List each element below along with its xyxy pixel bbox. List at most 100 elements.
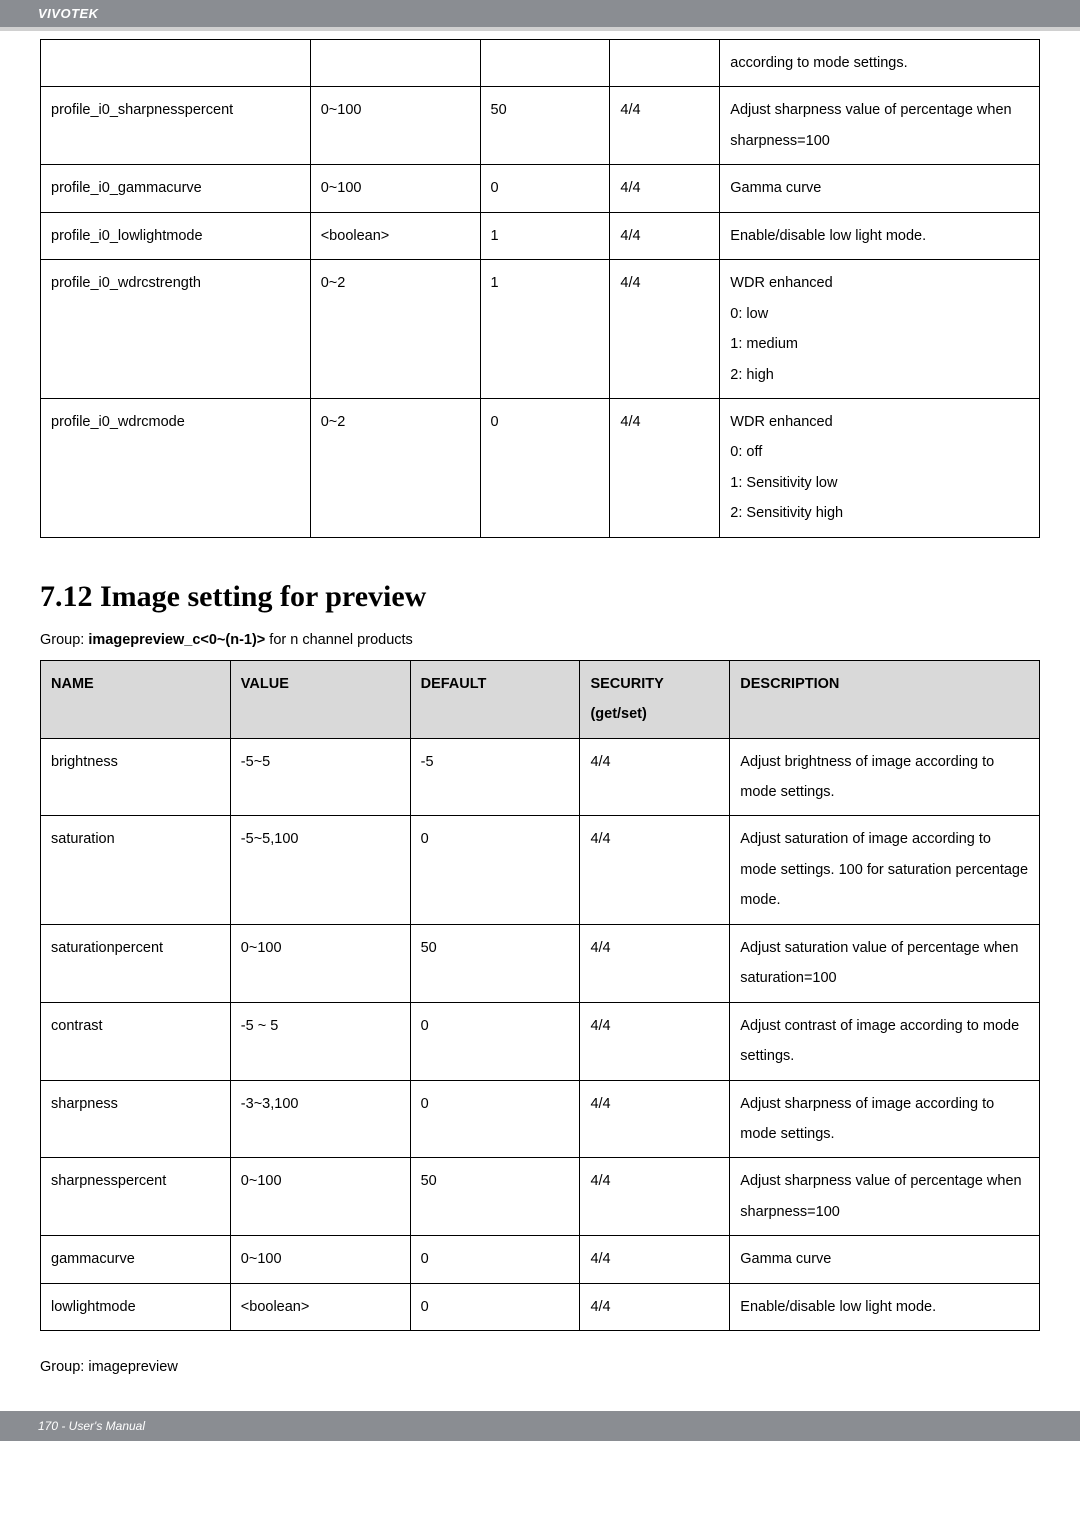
cell-default: 0 <box>480 398 610 537</box>
cell-security: 4/4 <box>610 260 720 399</box>
cell-security: 4/4 <box>580 738 730 816</box>
cell-value <box>310 40 480 87</box>
cell-default <box>480 40 610 87</box>
table-row: lowlightmode<boolean>04/4Enable/disable … <box>41 1283 1040 1330</box>
table-row: saturationpercent0~100504/4Adjust satura… <box>41 924 1040 1002</box>
table-profile-params: according to mode settings.profile_i0_sh… <box>40 39 1040 538</box>
cell-description: Adjust saturation value of percentage wh… <box>730 924 1040 1002</box>
table-row: contrast-5 ~ 504/4Adjust contrast of ima… <box>41 1002 1040 1080</box>
cell-security: 4/4 <box>580 1080 730 1158</box>
cell-name: profile_i0_sharpnesspercent <box>41 87 311 165</box>
section-subhead: Group: imagepreview_c<0~(n-1)> for n cha… <box>40 632 1040 648</box>
cell-value: -3~3,100 <box>230 1080 410 1158</box>
cell-name: saturation <box>41 816 231 924</box>
cell-name: profile_i0_gammacurve <box>41 165 311 212</box>
cell-description: Adjust sharpness of image according to m… <box>730 1080 1040 1158</box>
table-row: profile_i0_wdrcmode0~204/4WDR enhanced 0… <box>41 398 1040 537</box>
cell-security: 4/4 <box>610 212 720 259</box>
cell-name: brightness <box>41 738 231 816</box>
page-content: according to mode settings.profile_i0_sh… <box>0 39 1080 1411</box>
cell-description: Enable/disable low light mode. <box>730 1283 1040 1330</box>
table-row: sharpnesspercent0~100504/4Adjust sharpne… <box>41 1158 1040 1236</box>
table-row: saturation-5~5,10004/4Adjust saturation … <box>41 816 1040 924</box>
table-row: gammacurve0~10004/4Gamma curve <box>41 1236 1040 1283</box>
cell-description: Adjust sharpness value of percentage whe… <box>730 1158 1040 1236</box>
th-value: VALUE <box>230 660 410 738</box>
cell-default: -5 <box>410 738 580 816</box>
table1-body: according to mode settings.profile_i0_sh… <box>41 40 1040 538</box>
cell-name: gammacurve <box>41 1236 231 1283</box>
cell-description: Gamma curve <box>720 165 1040 212</box>
cell-default: 0 <box>480 165 610 212</box>
th-default: DEFAULT <box>410 660 580 738</box>
cell-name: profile_i0_wdrcmode <box>41 398 311 537</box>
cell-value: -5 ~ 5 <box>230 1002 410 1080</box>
cell-name: sharpness <box>41 1080 231 1158</box>
subhead-bold: imagepreview_c<0~(n-1)> <box>88 632 265 648</box>
cell-name: contrast <box>41 1002 231 1080</box>
cell-security: 4/4 <box>580 924 730 1002</box>
cell-description: Adjust brightness of image according to … <box>730 738 1040 816</box>
section-title: 7.12 Image setting for preview <box>40 580 1040 614</box>
cell-default: 0 <box>410 1002 580 1080</box>
cell-description: Adjust sharpness value of percentage whe… <box>720 87 1040 165</box>
header-brand: VIVOTEK <box>0 0 1080 27</box>
header-divider <box>0 27 1080 31</box>
cell-default: 0 <box>410 1236 580 1283</box>
cell-security: 4/4 <box>580 1002 730 1080</box>
cell-value: 0~2 <box>310 398 480 537</box>
cell-name: saturationpercent <box>41 924 231 1002</box>
cell-description: according to mode settings. <box>720 40 1040 87</box>
cell-security <box>610 40 720 87</box>
cell-default: 0 <box>410 1283 580 1330</box>
th-name: NAME <box>41 660 231 738</box>
table-row: sharpness-3~3,10004/4Adjust sharpness of… <box>41 1080 1040 1158</box>
cell-default: 0 <box>410 1080 580 1158</box>
table-row: profile_i0_gammacurve0~10004/4Gamma curv… <box>41 165 1040 212</box>
cell-description: Gamma curve <box>730 1236 1040 1283</box>
cell-name: profile_i0_wdrcstrength <box>41 260 311 399</box>
cell-value: <boolean> <box>230 1283 410 1330</box>
cell-default: 50 <box>410 924 580 1002</box>
cell-value: -5~5,100 <box>230 816 410 924</box>
cell-name <box>41 40 311 87</box>
table2-header-row: NAME VALUE DEFAULT SECURITY (get/set) DE… <box>41 660 1040 738</box>
table-row: according to mode settings. <box>41 40 1040 87</box>
cell-name: profile_i0_lowlightmode <box>41 212 311 259</box>
cell-description: Adjust saturation of image according to … <box>730 816 1040 924</box>
table-imagepreview-params: NAME VALUE DEFAULT SECURITY (get/set) DE… <box>40 660 1040 1331</box>
cell-default: 1 <box>480 212 610 259</box>
cell-default: 50 <box>410 1158 580 1236</box>
cell-value: 0~100 <box>230 1158 410 1236</box>
footer-group-label: Group: imagepreview <box>40 1359 1040 1375</box>
cell-description: Enable/disable low light mode. <box>720 212 1040 259</box>
cell-security: 4/4 <box>610 165 720 212</box>
cell-value: 0~100 <box>230 924 410 1002</box>
cell-security: 4/4 <box>610 398 720 537</box>
subhead-prefix: Group: <box>40 632 88 648</box>
cell-name: lowlightmode <box>41 1283 231 1330</box>
cell-value: -5~5 <box>230 738 410 816</box>
cell-description: Adjust contrast of image according to mo… <box>730 1002 1040 1080</box>
table-row: brightness-5~5-54/4Adjust brightness of … <box>41 738 1040 816</box>
cell-description: WDR enhanced 0: low 1: medium 2: high <box>720 260 1040 399</box>
cell-name: sharpnesspercent <box>41 1158 231 1236</box>
footer-page-number: 170 - User's Manual <box>0 1411 1080 1441</box>
subhead-suffix: for n channel products <box>265 632 413 648</box>
cell-value: <boolean> <box>310 212 480 259</box>
th-description: DESCRIPTION <box>730 660 1040 738</box>
cell-security: 4/4 <box>610 87 720 165</box>
cell-value: 0~2 <box>310 260 480 399</box>
cell-security: 4/4 <box>580 1158 730 1236</box>
cell-value: 0~100 <box>230 1236 410 1283</box>
cell-security: 4/4 <box>580 1283 730 1330</box>
table2-body: brightness-5~5-54/4Adjust brightness of … <box>41 738 1040 1331</box>
cell-default: 0 <box>410 816 580 924</box>
table-row: profile_i0_lowlightmode<boolean>14/4Enab… <box>41 212 1040 259</box>
table-row: profile_i0_wdrcstrength0~214/4WDR enhanc… <box>41 260 1040 399</box>
cell-default: 1 <box>480 260 610 399</box>
cell-security: 4/4 <box>580 1236 730 1283</box>
cell-security: 4/4 <box>580 816 730 924</box>
cell-description: WDR enhanced 0: off 1: Sensitivity low 2… <box>720 398 1040 537</box>
table-row: profile_i0_sharpnesspercent0~100504/4Adj… <box>41 87 1040 165</box>
